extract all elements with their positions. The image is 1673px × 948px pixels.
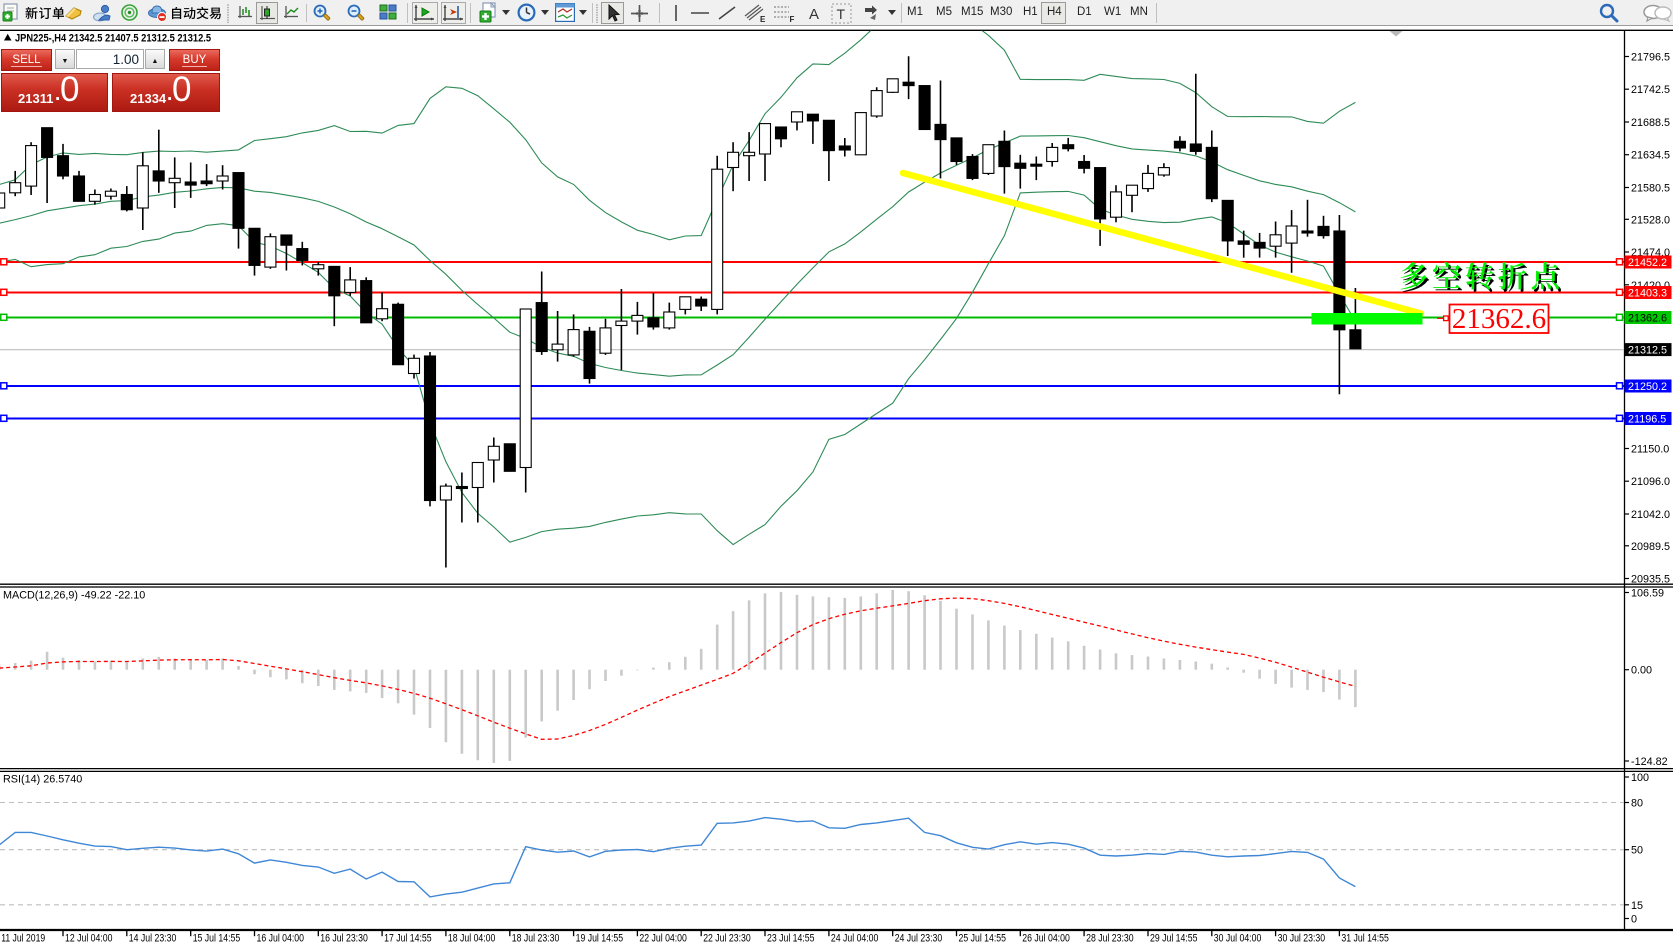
svg-text:20935.5: 20935.5 bbox=[1631, 574, 1670, 586]
svg-text:106.59: 106.59 bbox=[1631, 588, 1664, 600]
svg-text:16 Jul 04:00: 16 Jul 04:00 bbox=[257, 933, 305, 945]
svg-text:29 Jul 14:55: 29 Jul 14:55 bbox=[1150, 933, 1198, 945]
svg-text:11 Jul 2019: 11 Jul 2019 bbox=[1, 933, 45, 945]
svg-text:15: 15 bbox=[1631, 900, 1643, 912]
svg-text:23 Jul 14:55: 23 Jul 14:55 bbox=[767, 933, 815, 945]
svg-text:15 Jul 14:55: 15 Jul 14:55 bbox=[193, 933, 241, 945]
svg-text:19 Jul 14:55: 19 Jul 14:55 bbox=[576, 933, 624, 945]
svg-text:14 Jul 23:30: 14 Jul 23:30 bbox=[129, 933, 177, 945]
svg-text:21250.2: 21250.2 bbox=[1628, 381, 1667, 393]
svg-text:21312.5: 21312.5 bbox=[1628, 345, 1667, 357]
svg-text:16 Jul 23:30: 16 Jul 23:30 bbox=[320, 933, 368, 945]
svg-text:22 Jul 04:00: 22 Jul 04:00 bbox=[639, 933, 687, 945]
svg-text:21150.0: 21150.0 bbox=[1631, 444, 1669, 456]
svg-text:21096.0: 21096.0 bbox=[1631, 476, 1670, 488]
svg-text:100: 100 bbox=[1631, 772, 1649, 784]
svg-text:21528.0: 21528.0 bbox=[1631, 214, 1670, 226]
svg-text:21688.5: 21688.5 bbox=[1631, 117, 1670, 129]
svg-text:JPN225-,H4 21342.5 21407.5 21: JPN225-,H4 21342.5 21407.5 21312.5 21312… bbox=[15, 33, 211, 45]
svg-text:E: E bbox=[760, 15, 766, 23]
svg-text:21742.5: 21742.5 bbox=[1631, 84, 1670, 96]
svg-text:18 Jul 04:00: 18 Jul 04:00 bbox=[448, 933, 496, 945]
svg-text:30 Jul 23:30: 30 Jul 23:30 bbox=[1278, 933, 1326, 945]
svg-text:26 Jul 04:00: 26 Jul 04:00 bbox=[1022, 933, 1070, 945]
svg-text:MACD(12,26,9) -49.22 -22.10: MACD(12,26,9) -49.22 -22.10 bbox=[3, 590, 145, 602]
svg-text:28 Jul 23:30: 28 Jul 23:30 bbox=[1086, 933, 1134, 945]
svg-text:-124.82: -124.82 bbox=[1631, 756, 1668, 768]
svg-text:F: F bbox=[790, 15, 795, 23]
svg-text:21796.5: 21796.5 bbox=[1631, 52, 1670, 64]
svg-text:21403.3: 21403.3 bbox=[1628, 288, 1667, 300]
svg-text:25 Jul 14:55: 25 Jul 14:55 bbox=[959, 933, 1007, 945]
svg-text:21362.6: 21362.6 bbox=[1628, 313, 1667, 325]
svg-text:50: 50 bbox=[1631, 845, 1643, 857]
svg-text:22 Jul 23:30: 22 Jul 23:30 bbox=[703, 933, 751, 945]
svg-text:21362.6: 21362.6 bbox=[1452, 303, 1546, 335]
svg-text:21580.5: 21580.5 bbox=[1631, 183, 1670, 195]
svg-text:T: T bbox=[837, 6, 846, 22]
svg-text:21042.0: 21042.0 bbox=[1631, 509, 1670, 521]
svg-text:RSI(14) 26.5740: RSI(14) 26.5740 bbox=[3, 774, 82, 786]
svg-text:21196.5: 21196.5 bbox=[1628, 414, 1666, 426]
svg-text:A: A bbox=[809, 6, 819, 23]
svg-text:30 Jul 04:00: 30 Jul 04:00 bbox=[1214, 933, 1262, 945]
svg-text:21452.2: 21452.2 bbox=[1628, 257, 1667, 269]
svg-text:0: 0 bbox=[1631, 914, 1637, 926]
svg-text:24 Jul 23:30: 24 Jul 23:30 bbox=[895, 933, 943, 945]
svg-text:18 Jul 23:30: 18 Jul 23:30 bbox=[512, 933, 560, 945]
svg-text:17 Jul 14:55: 17 Jul 14:55 bbox=[384, 933, 432, 945]
svg-text:24 Jul 04:00: 24 Jul 04:00 bbox=[831, 933, 879, 945]
svg-text:31 Jul 14:55: 31 Jul 14:55 bbox=[1341, 933, 1389, 945]
svg-text:80: 80 bbox=[1631, 798, 1643, 810]
svg-text:21634.5: 21634.5 bbox=[1631, 150, 1670, 162]
svg-text:12 Jul 04:00: 12 Jul 04:00 bbox=[65, 933, 113, 945]
svg-text:0.00: 0.00 bbox=[1631, 665, 1652, 677]
svg-text:20989.5: 20989.5 bbox=[1631, 541, 1670, 553]
